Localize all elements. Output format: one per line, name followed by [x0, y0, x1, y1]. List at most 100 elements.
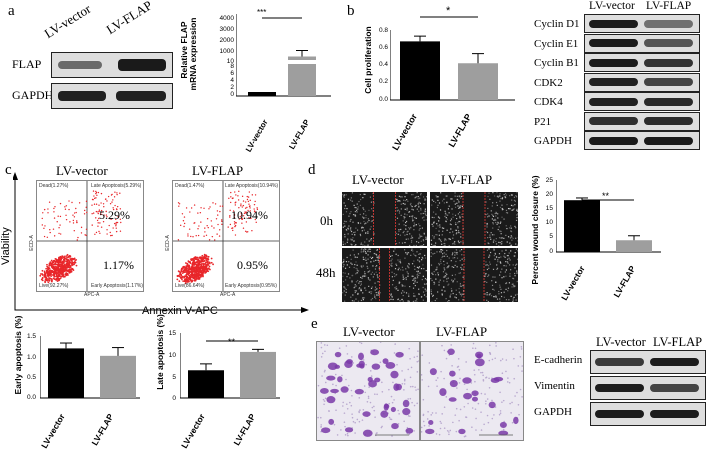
cell	[490, 238, 492, 240]
dot	[200, 275, 202, 278]
cell	[360, 242, 362, 244]
dot	[234, 224, 237, 227]
wound-title-vector: LV-vector	[352, 172, 404, 187]
flow-corner-early: Early Apoptosis(1.17%)	[91, 283, 143, 289]
pore	[414, 386, 416, 388]
cell	[501, 237, 503, 239]
cell	[499, 222, 501, 224]
cell	[431, 216, 433, 219]
cell	[367, 254, 369, 256]
dot	[190, 258, 193, 260]
cell	[344, 236, 346, 238]
cell	[413, 295, 415, 297]
dot	[47, 212, 49, 214]
cell	[439, 251, 441, 253]
dot	[53, 235, 56, 237]
cell	[440, 192, 442, 194]
cell	[495, 215, 497, 217]
cell	[355, 272, 358, 274]
cell	[496, 223, 498, 225]
dot	[63, 275, 66, 278]
cell	[395, 264, 398, 267]
dot	[249, 207, 251, 209]
cell	[405, 252, 407, 254]
dot	[234, 204, 237, 206]
dot	[47, 281, 50, 284]
dot	[238, 207, 240, 209]
flow-corner-late: Late Apoptosis(10.94%)	[225, 183, 279, 189]
blot	[584, 131, 700, 150]
cell	[426, 196, 427, 198]
cell	[423, 283, 426, 285]
cell	[354, 206, 356, 209]
cell	[400, 196, 402, 198]
cell	[342, 272, 344, 274]
dot	[235, 194, 237, 196]
cell	[354, 210, 356, 213]
dot	[54, 262, 57, 265]
pore	[463, 435, 466, 438]
pore	[351, 416, 354, 419]
cell	[500, 292, 503, 294]
pore	[360, 342, 363, 345]
bar	[616, 240, 652, 252]
cell	[391, 284, 394, 286]
cell	[498, 290, 500, 293]
dot	[80, 226, 83, 229]
cell	[460, 248, 463, 251]
dot	[196, 259, 199, 261]
cell	[493, 195, 496, 197]
dot	[100, 213, 102, 215]
dot	[186, 272, 189, 275]
dot	[233, 223, 236, 225]
cell	[371, 256, 374, 259]
dot	[189, 279, 192, 282]
cell	[505, 265, 507, 267]
dot	[41, 269, 44, 272]
dot	[234, 225, 236, 228]
cell	[403, 224, 405, 226]
cell	[510, 204, 513, 206]
cell	[460, 266, 462, 269]
dot	[116, 192, 118, 194]
cell	[418, 201, 420, 203]
pore	[317, 384, 320, 387]
cell	[360, 265, 362, 267]
dot	[203, 235, 205, 237]
dot	[52, 274, 54, 277]
cell	[435, 227, 437, 230]
cell	[370, 287, 373, 289]
cell	[391, 271, 393, 273]
pore	[423, 424, 426, 427]
cell	[514, 225, 516, 228]
cell	[503, 296, 505, 298]
cell	[492, 192, 494, 194]
cell	[509, 237, 512, 239]
pore	[421, 354, 424, 356]
cell	[516, 280, 518, 283]
tick: 0	[549, 248, 553, 255]
cell	[487, 213, 489, 215]
cell	[357, 300, 360, 302]
cell	[448, 245, 450, 246]
cell	[431, 223, 433, 225]
dot	[63, 265, 66, 268]
cell	[448, 238, 450, 240]
cell	[515, 195, 517, 197]
dot	[249, 210, 252, 212]
dot	[76, 221, 78, 224]
cell	[364, 223, 366, 225]
dot	[178, 280, 181, 283]
dot	[68, 208, 70, 211]
cell	[367, 244, 369, 246]
cell	[351, 239, 353, 241]
cell	[418, 237, 420, 239]
cell	[494, 258, 496, 260]
cell	[446, 214, 449, 216]
cell	[513, 416, 519, 425]
dot	[205, 268, 208, 271]
dot	[197, 234, 200, 237]
cell	[486, 249, 489, 251]
cell	[359, 204, 362, 206]
cell	[425, 219, 427, 221]
